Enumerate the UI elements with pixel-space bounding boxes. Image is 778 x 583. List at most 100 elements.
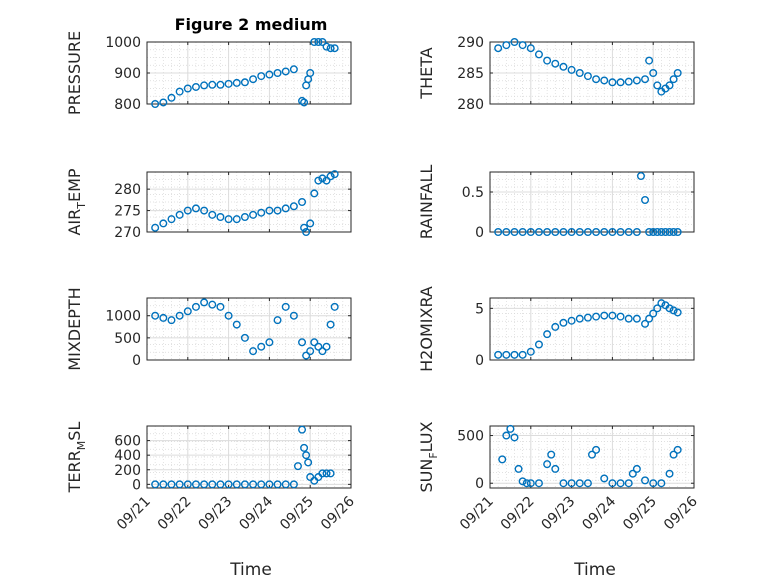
data-point <box>653 227 662 236</box>
y-axis-label-subscript: T <box>75 202 88 210</box>
data-point <box>232 480 241 489</box>
data-point <box>300 223 309 232</box>
data-point <box>526 227 535 236</box>
data-point <box>551 227 560 236</box>
data-point <box>302 451 311 460</box>
data-point <box>510 38 519 47</box>
data-point <box>632 76 641 85</box>
data-point <box>249 480 258 489</box>
data-point <box>608 311 617 320</box>
data-point <box>273 480 282 489</box>
data-point <box>518 477 527 486</box>
data-point <box>534 479 543 488</box>
data-point <box>649 68 658 77</box>
data-point <box>302 227 311 236</box>
y-tick-label: 0 <box>475 353 484 369</box>
data-point <box>224 79 233 88</box>
y-axis-label: MIXDEPTH <box>65 287 84 370</box>
data-point <box>600 227 609 236</box>
y-tick-label: 280 <box>114 182 141 198</box>
data-point <box>575 479 584 488</box>
data-point <box>306 68 315 77</box>
data-point <box>208 80 217 89</box>
axes-frame <box>146 425 352 489</box>
data-point <box>567 227 576 236</box>
data-point <box>583 479 592 488</box>
data-point <box>310 38 319 47</box>
data-point <box>183 307 192 316</box>
y-axis-label-subscript: F <box>427 452 440 458</box>
data-point <box>510 350 519 359</box>
axes-frame <box>489 171 695 233</box>
data-point <box>167 93 176 102</box>
y-tick-label: 600 <box>114 434 141 450</box>
data-point <box>232 320 241 329</box>
data-point <box>653 304 662 313</box>
data-point <box>624 479 633 488</box>
data-point <box>216 80 225 89</box>
data-point <box>257 342 266 351</box>
data-point <box>281 67 290 76</box>
data-point <box>624 227 633 236</box>
data-point <box>669 306 678 315</box>
data-point <box>289 202 298 211</box>
data-point <box>616 312 625 321</box>
data-point <box>616 78 625 87</box>
axes-frame <box>146 171 352 233</box>
data-point <box>265 206 274 215</box>
data-point <box>191 302 200 311</box>
data-point <box>657 479 666 488</box>
data-point <box>322 42 331 51</box>
data-point <box>273 206 282 215</box>
data-point <box>306 219 315 228</box>
subplot-pressure: 800 900 1000 PRESSURE <box>65 31 352 115</box>
data-point <box>665 227 674 236</box>
y-axis-label: H2OMIXRA <box>417 286 436 372</box>
y-tick-label: 1000 <box>105 309 141 325</box>
data-point <box>330 170 339 179</box>
data-point <box>191 480 200 489</box>
data-point <box>302 351 311 360</box>
data-point <box>281 204 290 213</box>
data-point <box>547 450 556 459</box>
data-point <box>208 300 217 309</box>
data-point <box>159 219 168 228</box>
y-axis-label: AIRTEMP <box>65 168 88 235</box>
data-point <box>298 338 307 347</box>
data-point <box>583 227 592 236</box>
data-point <box>326 172 335 181</box>
data-point <box>608 78 617 87</box>
data-point <box>314 342 323 351</box>
data-point <box>669 450 678 459</box>
y-tick-label: 500 <box>114 331 141 347</box>
data-point <box>559 318 568 327</box>
data-point <box>306 347 315 356</box>
data-point <box>641 476 650 485</box>
data-point <box>641 75 650 84</box>
data-point <box>665 469 674 478</box>
data-point <box>526 479 535 488</box>
data-point <box>506 424 515 433</box>
data-point <box>669 75 678 84</box>
data-point <box>498 455 507 464</box>
subplot-grid: 800 900 1000 PRESSURE 280 285 290 THETA 270 275 28… <box>65 31 701 533</box>
data-point <box>249 210 258 219</box>
y-tick-label: 5 <box>475 301 484 317</box>
subplot-rainfall: 0 0.5 RAINFALL <box>417 165 695 241</box>
data-point <box>216 480 225 489</box>
y-tick-label: 400 <box>114 448 141 464</box>
data-point <box>300 443 309 452</box>
axes-frame <box>489 425 695 489</box>
data-point <box>151 480 160 489</box>
data-point <box>551 322 560 331</box>
y-axis-label-part: SUN <box>417 459 436 493</box>
y-tick-label: 800 <box>114 97 141 113</box>
y-tick-label: 280 <box>457 97 484 113</box>
data-point <box>314 38 323 47</box>
y-tick-label: 1000 <box>105 35 141 51</box>
data-point <box>298 425 307 434</box>
data-point <box>600 311 609 320</box>
subplot-mixdepth: 0 500 1000 MIXDEPTH <box>65 287 352 371</box>
data-point <box>567 316 576 325</box>
y-tick-label: 200 <box>114 463 141 479</box>
